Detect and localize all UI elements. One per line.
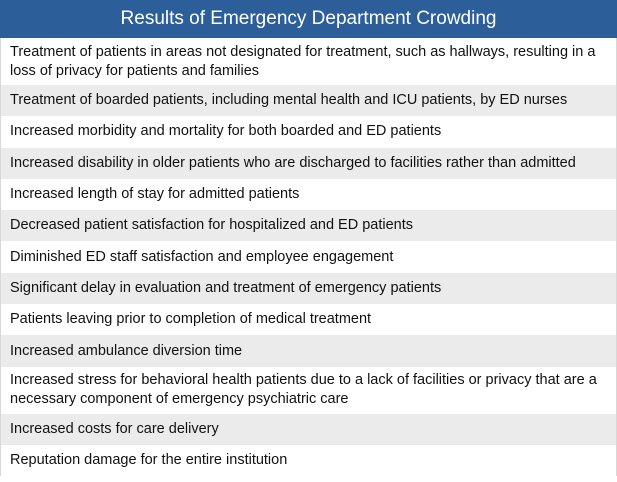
table-row: Diminished ED staff satisfaction and emp… [0,241,617,273]
table-row: Significant delay in evaluation and trea… [0,272,617,305]
table-row: Increased morbidity and mortality for bo… [0,116,617,148]
table-row: Increased costs for care delivery [0,413,617,445]
table-row: Patients leaving prior to completion of … [0,304,617,336]
table-row: Decreased patient satisfaction for hospi… [0,210,617,242]
table-row: Increased length of stay for admitted pa… [0,178,617,211]
table-row: Reputation damage for the entire institu… [0,444,617,477]
table-row: Treatment of patients in areas not desig… [0,38,617,85]
table-row: Increased disability in older patients w… [0,147,617,179]
results-list: Treatment of patients in areas not desig… [0,38,617,477]
table-title: Results of Emergency Department Crowding [0,0,617,38]
table-row: Increased ambulance diversion time [0,335,617,367]
table-row: Increased stress for behavioral health p… [0,366,617,414]
table-row: Treatment of boarded patients, including… [0,85,617,117]
